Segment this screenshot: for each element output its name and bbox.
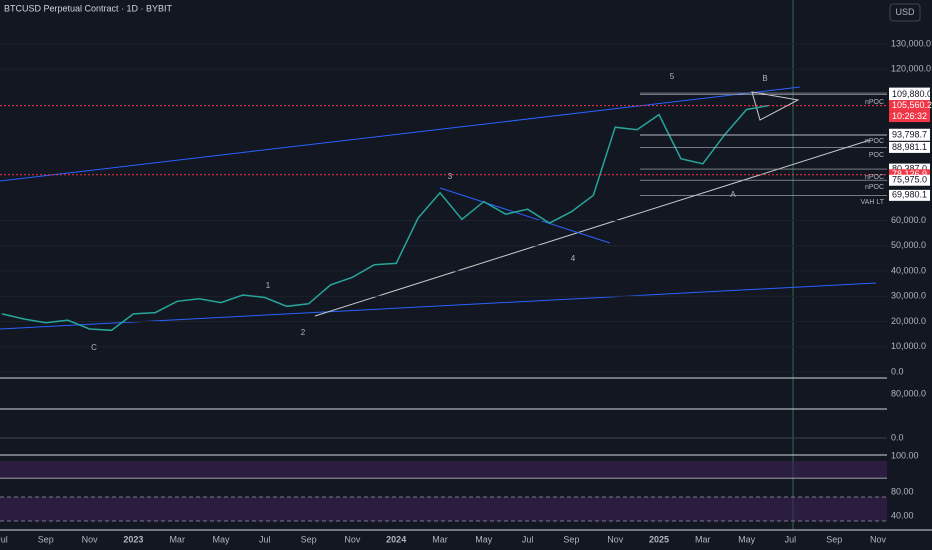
pane-separators [0, 377, 932, 531]
y-tick-label: 40,000.0 [891, 265, 926, 275]
level-label: VAH LT [861, 199, 885, 206]
price-tag [889, 129, 930, 141]
price-tag [889, 189, 930, 201]
x-tick-label: Nov [344, 534, 361, 544]
pane-tick-label: 0.0 [891, 432, 904, 442]
pane-tick-label: 80,000.0 [891, 388, 926, 398]
wave-label: 4 [571, 254, 576, 263]
x-tick-label: Sep [38, 534, 54, 544]
pane-tick-label: 80.00 [891, 486, 914, 496]
x-tick-label: 2025 [649, 534, 669, 544]
price-tag [889, 163, 930, 175]
y-tick-label: 120,000.0 [891, 64, 931, 74]
y-tick-label: 0.0 [891, 366, 904, 376]
price-tag-label: 78,126.9 [892, 169, 927, 179]
level-label: nPOC [865, 174, 884, 181]
wave-label: 2 [301, 328, 306, 337]
y-tick-label: 50,000.0 [891, 240, 926, 250]
trend-line [439, 187, 611, 244]
level-label: nPOC [865, 138, 884, 145]
x-tick-label: Sep [826, 534, 842, 544]
currency-button-label[interactable]: USD [895, 7, 915, 17]
y-tick-label: 30,000.0 [891, 291, 926, 301]
x-tick-label: Mar [432, 534, 448, 544]
x-tick-label: Jul [522, 534, 534, 544]
price-tag-label: 88,981.1 [892, 142, 927, 152]
price-tag [889, 100, 930, 112]
wave-label: 3 [448, 172, 453, 181]
y-tick-label: 10,000.0 [891, 341, 926, 351]
wave-label: 1 [266, 281, 271, 290]
level-label: POC [869, 152, 884, 159]
y-tick-label: 130,000.0 [891, 38, 931, 48]
x-tick-label: Nov [82, 534, 99, 544]
countdown-tag [889, 111, 930, 123]
price-tag-label: 93,798.7 [892, 130, 927, 140]
x-tick-label: May [475, 534, 493, 544]
x-tick-label: Jul [785, 534, 797, 544]
price-tag [889, 141, 930, 153]
x-tick-label: Sep [563, 534, 579, 544]
wave-label: A [730, 190, 736, 199]
x-tick-label: May [738, 534, 756, 544]
x-tick-label: Nov [607, 534, 624, 544]
y-tick-label: 20,000.0 [891, 316, 926, 326]
price-tag [889, 174, 930, 186]
price-line [1, 104, 769, 332]
trend-line [0, 86, 801, 182]
x-tick-label: May [212, 534, 230, 544]
wave-label: 5 [670, 72, 675, 81]
wave-label: B [762, 74, 767, 83]
wave-label: C [91, 343, 97, 352]
x-tick-label: 2023 [123, 534, 143, 544]
price-tag-label: 109,880.0 [892, 89, 932, 99]
pane-tick-label: 100.00 [891, 450, 919, 460]
x-tick-label: Nov [870, 534, 887, 544]
level-label: nPOC [865, 184, 884, 191]
pane-tick-label: 40.00 [891, 510, 914, 520]
x-tick-label: Jul [259, 534, 271, 544]
price-tag-label: 80,387.0 [892, 163, 927, 173]
y-tick-label: 60,000.0 [891, 215, 926, 225]
x-tick-label: Mar [169, 534, 185, 544]
price-tag-label: 75,975.0 [892, 175, 927, 185]
x-tick-label: Mar [695, 534, 711, 544]
price-tag [889, 89, 930, 101]
chart-title: BTCUSD Perpetual Contract · 1D · BYBIT [4, 3, 173, 13]
x-tick-label: 2024 [386, 534, 406, 544]
currency-button[interactable] [889, 3, 921, 22]
level-label: nPOC [865, 99, 884, 106]
rsi-band [0, 461, 887, 478]
rsi-band [0, 497, 887, 521]
countdown: 10:26:32 [892, 111, 927, 121]
price-tag-label: 105,560.2 [892, 100, 932, 110]
x-tick-label: Jul [0, 534, 8, 544]
x-tick-label: Sep [301, 534, 317, 544]
price-tag-label: 69,980.1 [892, 190, 927, 200]
